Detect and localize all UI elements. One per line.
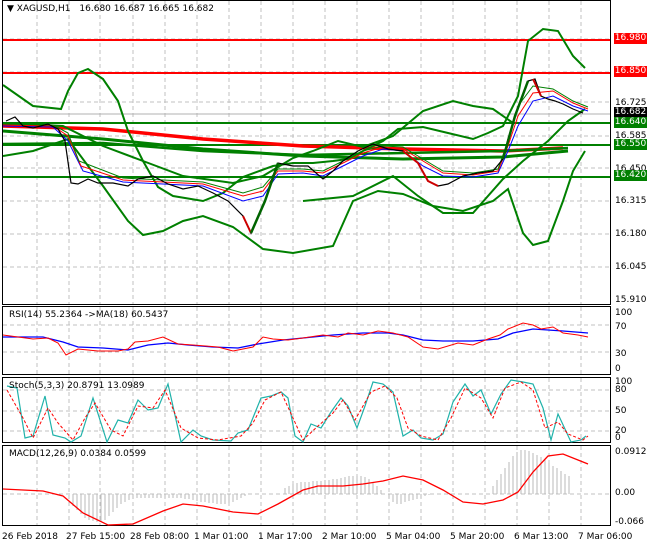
- stoch-tick: 100: [615, 377, 633, 387]
- resistance-tag-16980: 16.980: [614, 33, 647, 44]
- rsi-panel[interactable]: RSI(14) 55.2364 ->MA(18) 60.5437: [2, 306, 611, 375]
- stoch-tick: 20: [615, 426, 627, 436]
- rsi-tick: 100: [615, 308, 633, 318]
- macd-panel[interactable]: MACD(12,26,9) 0.0384 0.0599: [2, 445, 611, 526]
- support-tag-16420: 16.420: [614, 170, 647, 181]
- time-tick: 27 Feb 15:00: [66, 532, 126, 542]
- time-tick: 7 Mar 06:00: [578, 532, 633, 542]
- stoch-label: Stoch(5,3,3) 20.8791 13.0989: [9, 381, 145, 391]
- time-tick: 5 Mar 04:00: [386, 532, 441, 542]
- macd-tick: 0.00: [615, 488, 636, 498]
- macd-tick: -0.066: [615, 517, 645, 527]
- stoch-tick: 80: [615, 385, 627, 395]
- time-tick: 1 Mar 01:00: [194, 532, 249, 542]
- stoch-tick: 50: [615, 406, 627, 416]
- time-tick: 5 Mar 20:00: [450, 532, 505, 542]
- triangle-down-icon[interactable]: ▼: [7, 4, 14, 14]
- price-tick: 16.725: [615, 98, 647, 108]
- price-tick: 16.045: [615, 262, 647, 272]
- support-tag-16550: 16.550: [614, 139, 647, 150]
- price-tick: 16.585: [615, 131, 647, 141]
- time-tick: 28 Feb 08:00: [130, 532, 190, 542]
- macd-tick: 0.0912: [615, 447, 647, 457]
- symbol-header: ▼ XAGUSD,H1 16.680 16.687 16.665 16.682: [7, 4, 214, 14]
- time-tick: 6 Mar 13:00: [514, 532, 569, 542]
- support-tag-16640: 16.640: [614, 117, 647, 128]
- macd-chart-svg: [3, 446, 610, 526]
- macd-label: MACD(12,26,9) 0.0384 0.0599: [9, 449, 147, 459]
- rsi-label: RSI(14) 55.2364 ->MA(18) 60.5437: [9, 310, 169, 320]
- price-tick: 16.180: [615, 229, 647, 239]
- resistance-tag-16850: 16.850: [614, 66, 647, 77]
- time-tick: 1 Mar 17:00: [258, 532, 313, 542]
- time-tick: 26 Feb 2018: [2, 532, 59, 542]
- price-tick: 16.450: [615, 164, 647, 174]
- price-tick: 16.315: [615, 196, 647, 206]
- stoch-chart-svg: [3, 378, 610, 444]
- rsi-tick: 30: [615, 349, 627, 359]
- ohlc-values: 16.680 16.687 16.665 16.682: [79, 4, 214, 14]
- rsi-tick: 70: [615, 322, 627, 332]
- rsi-tick: 0: [615, 364, 621, 374]
- price-panel[interactable]: ▼ XAGUSD,H1 16.680 16.687 16.665 16.682: [2, 0, 611, 305]
- stoch-tick: 0: [615, 433, 621, 443]
- current-price-tag: 16.682: [614, 107, 647, 118]
- symbol-label: XAGUSD,H1: [16, 4, 71, 14]
- price-chart-svg: [3, 1, 610, 304]
- stochastic-panel[interactable]: Stoch(5,3,3) 20.8791 13.0989: [2, 377, 611, 444]
- time-tick: 2 Mar 10:00: [322, 532, 377, 542]
- price-tick: 15.910: [615, 295, 647, 305]
- rsi-chart-svg: [3, 307, 610, 374]
